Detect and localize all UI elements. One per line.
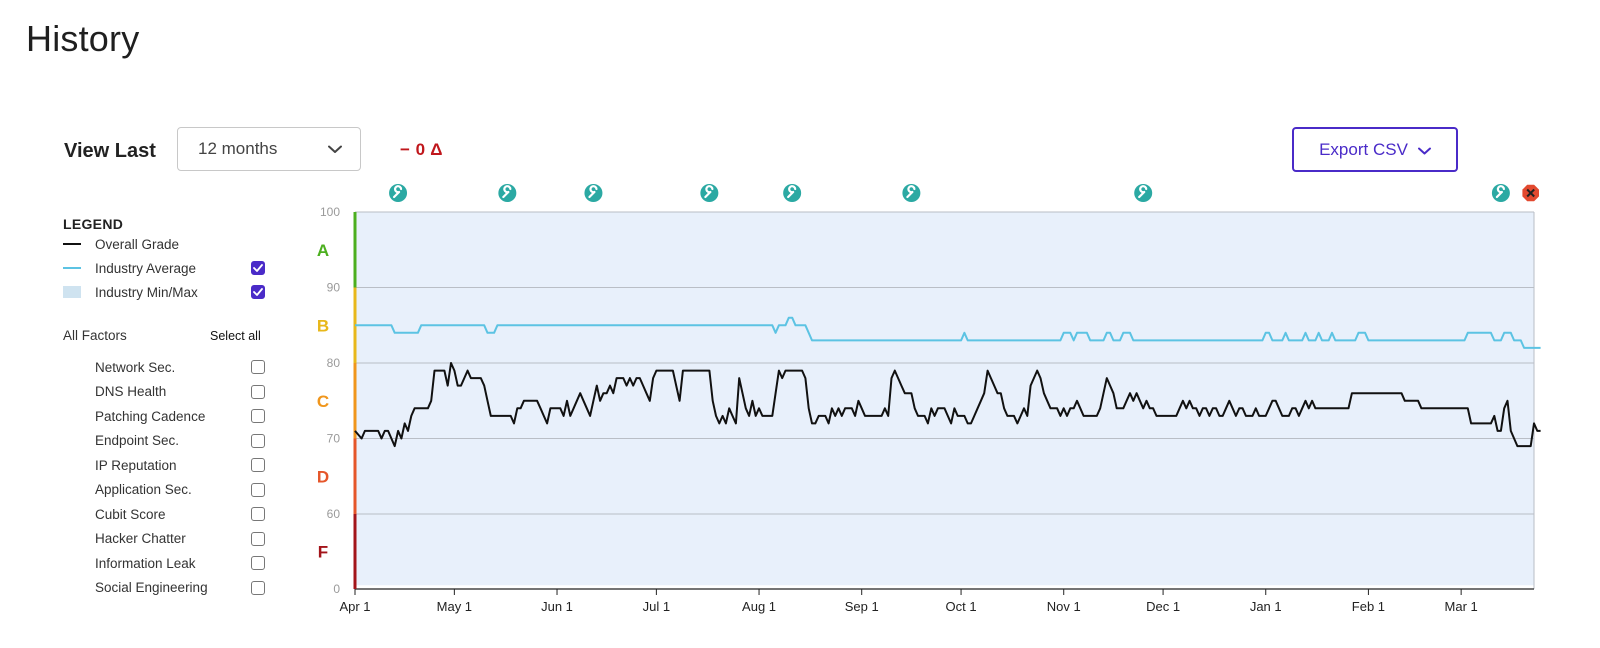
factor-row[interactable]: Patching Cadence: [95, 406, 265, 426]
legend-label: Industry Average: [95, 260, 197, 276]
chevron-down-icon: [328, 145, 342, 154]
export-csv-label: Export CSV: [1319, 139, 1408, 159]
y-tick-label: 0: [333, 582, 340, 596]
factor-row[interactable]: Hacker Chatter: [95, 529, 265, 549]
legend-title: LEGEND: [63, 216, 124, 232]
chevron-down-icon: [1417, 140, 1431, 160]
factor-label: Hacker Chatter: [95, 531, 186, 546]
factor-row[interactable]: Cubit Score: [95, 504, 265, 524]
page-title: History: [26, 18, 140, 59]
factor-row[interactable]: Social Engineering: [95, 578, 265, 598]
y-tick-label: 70: [327, 432, 341, 446]
factor-label: DNS Health: [95, 384, 167, 399]
overall-grade-swatch: [63, 242, 83, 246]
factor-label: Application Sec.: [95, 482, 192, 497]
grade-label-f: F: [318, 543, 328, 562]
x-tick-label: Nov 1: [1047, 599, 1081, 614]
factor-label: Social Engineering: [95, 580, 208, 595]
grade-label-c: C: [317, 392, 329, 411]
legend-item-industry-minmax: Industry Min/Max: [63, 282, 265, 302]
score-delta: − 0 Δ: [400, 140, 443, 159]
factor-label: Patching Cadence: [95, 408, 206, 424]
factor-row[interactable]: IP Reputation: [95, 455, 265, 475]
factor-label: Information Leak: [95, 555, 196, 571]
factor-checkbox[interactable]: [251, 507, 265, 521]
y-tick-label: 60: [327, 507, 341, 521]
factor-checkbox[interactable]: [251, 482, 265, 497]
grade-label-a: A: [317, 241, 329, 260]
wrench-icon[interactable]: [389, 184, 408, 202]
x-tick-label: Jun 1: [541, 599, 573, 614]
y-tick-label: 100: [320, 205, 340, 219]
wrench-icon[interactable]: [1134, 184, 1153, 202]
x-tick-label: Feb 1: [1352, 599, 1385, 614]
wrench-icon[interactable]: [700, 184, 719, 202]
industry-average-swatch: [63, 266, 83, 270]
industry-average-line: [355, 316, 1541, 349]
export-csv-button[interactable]: Export CSV: [1292, 127, 1458, 172]
factor-row[interactable]: DNS Health: [95, 382, 265, 402]
overall-grade-line: [354, 362, 1541, 448]
factor-label: Endpoint Sec.: [95, 433, 180, 448]
factor-checkbox[interactable]: [251, 458, 265, 472]
x-tick-label: Oct 1: [946, 599, 977, 614]
grade-label-d: D: [317, 467, 329, 486]
alert-icon[interactable]: [1522, 184, 1539, 202]
time-range-dropdown[interactable]: 12 months: [177, 127, 361, 171]
factor-checkbox[interactable]: [251, 556, 265, 570]
factor-label: Cubit Score: [95, 506, 166, 522]
legend-label: Industry Min/Max: [95, 284, 198, 300]
grade-label-b: B: [317, 316, 329, 335]
factor-row[interactable]: Application Sec.: [95, 480, 265, 500]
factor-label: IP Reputation: [95, 457, 177, 473]
all-factors-heading: All Factors: [63, 328, 127, 343]
factor-label: Network Sec.: [95, 359, 176, 375]
wrench-icon[interactable]: [584, 184, 603, 202]
factor-checkbox[interactable]: [251, 580, 265, 595]
x-tick-label: Sep 1: [845, 599, 879, 614]
factor-checkbox[interactable]: [251, 384, 265, 399]
time-range-value: 12 months: [198, 139, 278, 158]
factor-row[interactable]: Endpoint Sec.: [95, 431, 265, 451]
x-tick-label: Aug 1: [742, 599, 776, 614]
factor-checkbox[interactable]: [251, 360, 265, 374]
factor-checkbox[interactable]: [251, 433, 265, 448]
x-tick-label: Mar 1: [1445, 599, 1478, 614]
legend-label: Overall Grade: [95, 236, 180, 252]
select-all-link[interactable]: Select all: [210, 329, 261, 343]
x-tick-label: Jul 1: [643, 599, 670, 614]
y-tick-label: 90: [327, 281, 341, 295]
wrench-icon[interactable]: [498, 184, 517, 202]
industry-average-checkbox[interactable]: [251, 261, 265, 275]
factor-row[interactable]: Network Sec.: [95, 357, 265, 377]
x-tick-label: Apr 1: [339, 599, 370, 614]
legend-item-industry-average: Industry Average: [63, 258, 265, 278]
factor-checkbox[interactable]: [251, 409, 265, 423]
industry-minmax-checkbox[interactable]: [251, 285, 265, 299]
wrench-icon[interactable]: [1491, 184, 1510, 202]
factor-row[interactable]: Information Leak: [95, 553, 265, 573]
industry-minmax-swatch: [63, 285, 83, 299]
x-tick-label: Jan 1: [1250, 599, 1282, 614]
wrench-icon[interactable]: [902, 184, 921, 202]
factor-checkbox[interactable]: [251, 531, 265, 546]
view-last-label: View Last: [64, 140, 156, 162]
legend-item-overall-grade: Overall Grade: [63, 234, 265, 254]
y-tick-label: 80: [327, 356, 341, 370]
x-tick-label: May 1: [437, 599, 472, 614]
wrench-icon[interactable]: [783, 184, 802, 202]
industry-minmax-band: [355, 212, 1534, 586]
x-tick-label: Dec 1: [1146, 599, 1180, 614]
